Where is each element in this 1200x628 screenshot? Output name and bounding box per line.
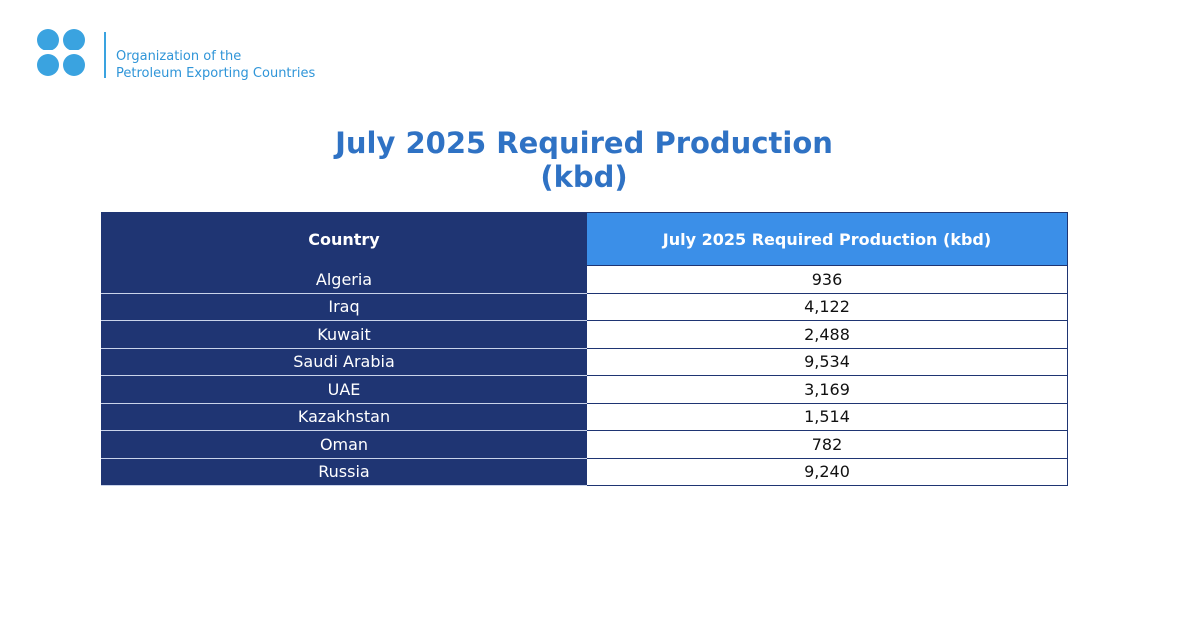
cell: Oman bbox=[101, 430, 587, 459]
cell: 9,240 bbox=[586, 457, 1068, 486]
column-header: Country bbox=[101, 212, 587, 266]
row: Kazakhstan 1,514 bbox=[101, 402, 1068, 431]
cell: 936 bbox=[586, 265, 1068, 294]
cell: 3,169 bbox=[586, 375, 1068, 404]
title-line: July 2025 Required Production bbox=[335, 126, 833, 160]
row: Oman 782 bbox=[101, 430, 1068, 459]
title-line: (kbd) bbox=[540, 160, 628, 194]
row: UAE 3,169 bbox=[101, 375, 1068, 404]
column-header: July 2025 Required Production (kbd) bbox=[586, 212, 1068, 266]
cell: Russia bbox=[101, 457, 587, 486]
cell: UAE bbox=[101, 375, 587, 404]
table: Country July 2025 Required Production (kb… bbox=[101, 212, 1068, 486]
title: July 2025 Required Production (kbd) bbox=[0, 126, 1168, 194]
org-line: Organization of the bbox=[116, 49, 242, 64]
cell: 9,534 bbox=[586, 347, 1068, 376]
header-row: Country July 2025 Required Production (kb… bbox=[101, 212, 1068, 266]
logo bbox=[37, 29, 86, 76]
row: Algeria 936 bbox=[101, 265, 1068, 294]
cell: 1,514 bbox=[586, 402, 1068, 431]
cell: Iraq bbox=[101, 292, 587, 321]
cell: Kuwait bbox=[101, 320, 587, 349]
cell: Algeria bbox=[101, 265, 587, 294]
organization-name: Organization of the Petroleum Exporting … bbox=[116, 48, 315, 82]
cell: 2,488 bbox=[586, 320, 1068, 349]
cell: Kazakhstan bbox=[101, 402, 587, 431]
row: Kuwait 2,488 bbox=[101, 320, 1068, 349]
cell: 782 bbox=[586, 430, 1068, 459]
cell: 4,122 bbox=[586, 292, 1068, 321]
row: Iraq 4,122 bbox=[101, 292, 1068, 321]
row: Russia 9,240 bbox=[101, 457, 1068, 486]
org-line: Petroleum Exporting Countries bbox=[116, 66, 316, 81]
row: Saudi Arabia 9,534 bbox=[101, 347, 1068, 376]
divider bbox=[104, 32, 106, 78]
cell: Saudi Arabia bbox=[101, 347, 587, 376]
